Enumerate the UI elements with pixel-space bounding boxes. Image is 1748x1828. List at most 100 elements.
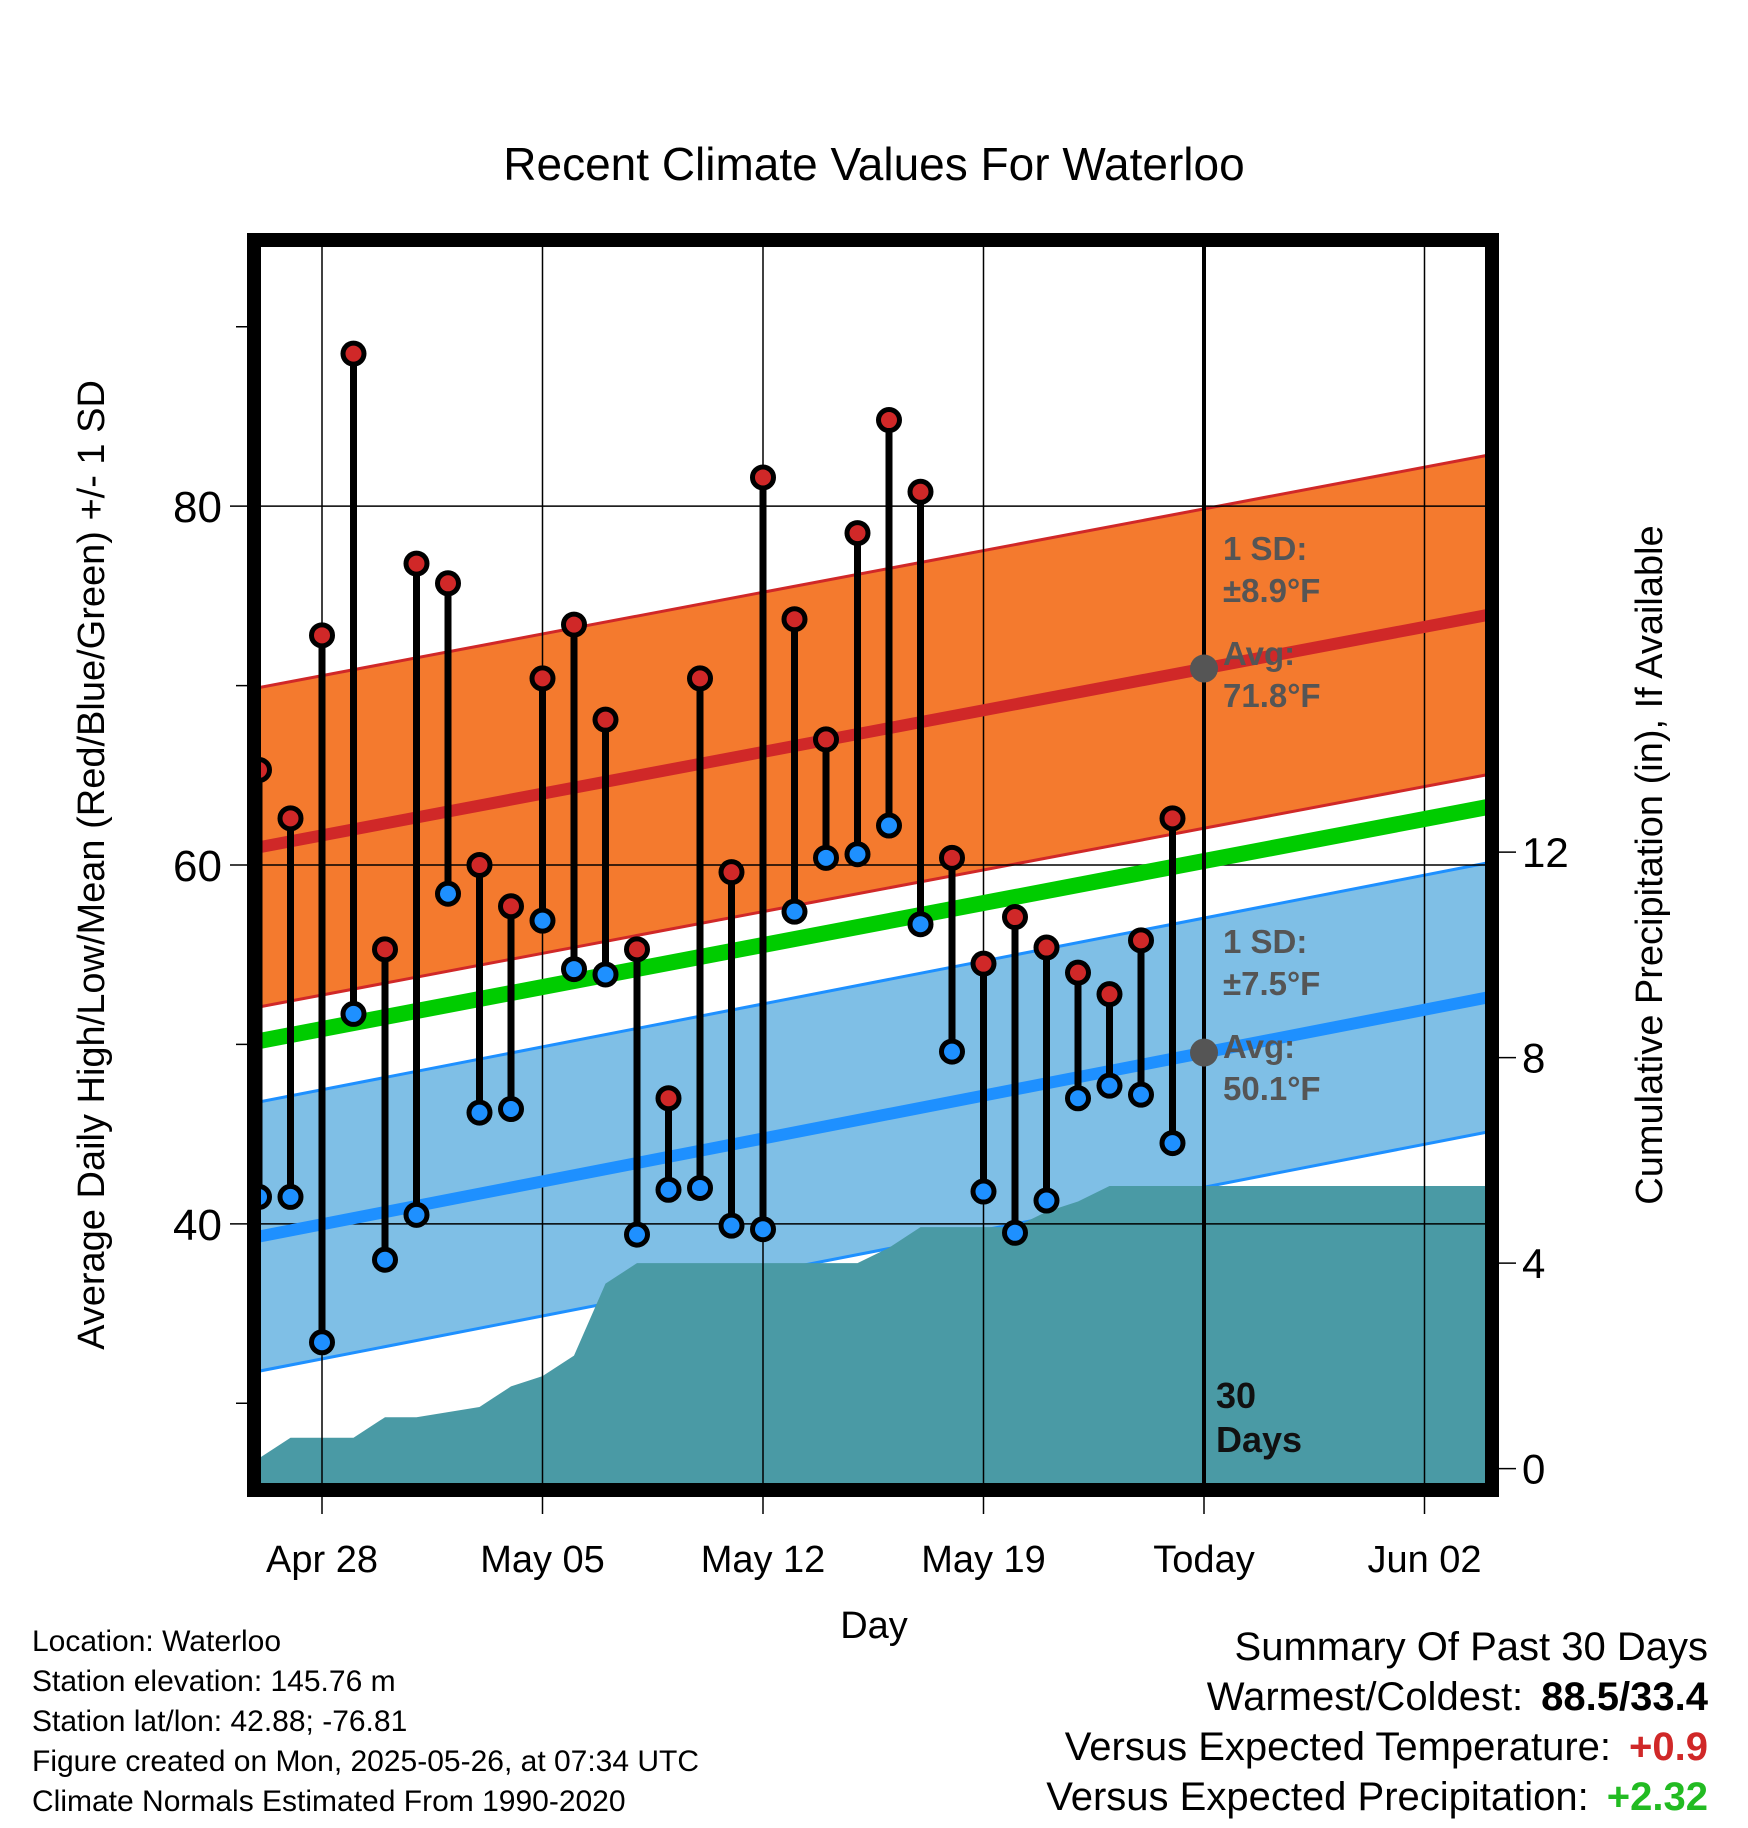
daily-low-point	[844, 841, 871, 868]
x-tick-label: May 19	[921, 1539, 1046, 1581]
high-sd-label: 1 SD:	[1223, 530, 1307, 567]
location-text: Location: Waterloo	[32, 1625, 282, 1658]
daily-high-point	[718, 859, 745, 886]
daily-low-point	[561, 956, 587, 983]
summary-heading: Summary Of Past 30 Days	[1234, 1625, 1708, 1669]
low-avg-label: Avg:	[1223, 1028, 1295, 1065]
x-tick-label: Jun 02	[1367, 1539, 1481, 1581]
today-low-avg-marker	[1190, 1038, 1218, 1067]
daily-high-point	[561, 611, 587, 638]
daily-low-point	[340, 1000, 367, 1027]
station-info: Location: Waterloo Station elevation: 14…	[32, 1622, 699, 1822]
daily-low-point	[655, 1176, 682, 1203]
right-tick-label: 0	[1522, 1446, 1545, 1493]
created-text: Figure created on Mon, 2025-05-26, at 07…	[32, 1745, 700, 1778]
daily-high-point	[1128, 927, 1154, 954]
daily-low-point	[1159, 1130, 1186, 1157]
daily-low-point	[435, 880, 461, 907]
x-tick-label: May 12	[701, 1539, 826, 1581]
normals-text: Climate Normals Estimated From 1990-2020	[32, 1785, 626, 1818]
daily-high-point	[876, 407, 902, 434]
daily-high-point	[498, 893, 524, 920]
elevation-text: Station elevation: 145.76 m	[32, 1665, 396, 1698]
daily-high-point	[277, 805, 304, 832]
precip-label: Versus Expected Precipitation:	[1046, 1775, 1589, 1819]
daily-high-point	[372, 936, 398, 963]
left-tick-label: 40	[173, 1201, 222, 1250]
right-tick-label: 4	[1522, 1240, 1545, 1287]
daily-low-point	[592, 961, 619, 988]
days-count-label: 30	[1216, 1375, 1256, 1416]
left-tick-label: 80	[173, 483, 222, 532]
daily-low-point	[750, 1216, 776, 1243]
normal-high-line	[260, 609, 1486, 853]
normal-mean-line	[260, 799, 1486, 1049]
days-word-label: Days	[1216, 1419, 1302, 1460]
daily-low-point	[939, 1038, 965, 1065]
high-avg-label: Avg:	[1223, 635, 1295, 672]
today-high-avg-marker	[1190, 654, 1218, 683]
left-tick-label: 60	[173, 842, 222, 891]
high-band-upper-edge	[260, 454, 1486, 689]
daily-low-point	[718, 1212, 745, 1239]
daily-low-point	[466, 1099, 493, 1126]
daily-low-point	[1065, 1085, 1091, 1112]
daily-high-point	[1002, 904, 1028, 931]
daily-low-point	[781, 898, 808, 925]
plot-area	[260, 246, 1486, 1484]
daily-low-point	[498, 1096, 524, 1123]
daily-low-point	[372, 1246, 398, 1273]
latlon-text: Station lat/lon: 42.88; -76.81	[32, 1705, 408, 1738]
daily-high-point	[403, 550, 430, 577]
low-sd-label: 1 SD:	[1223, 923, 1307, 960]
temp-value: +0.9	[1629, 1725, 1708, 1769]
daily-low-point	[403, 1201, 430, 1228]
daily-high-point	[781, 606, 808, 633]
daily-low-point	[907, 911, 934, 938]
daily-high-point	[813, 726, 839, 753]
daily-high-point	[340, 340, 367, 367]
daily-low-point	[277, 1183, 304, 1210]
high-band-lower-edge	[260, 773, 1486, 1009]
right-axis-label: Cumulative Precipitation (in), If Availa…	[1629, 525, 1671, 1204]
left-axis-label: Average Daily High/Low/Mean (Red/Blue/Gr…	[71, 380, 113, 1350]
daily-low-point	[876, 812, 902, 839]
high-avg-value: 71.8°F	[1223, 677, 1321, 714]
precipitation-row: Versus Expected Precipitation: +2.32	[1046, 1772, 1708, 1822]
daily-low-point	[1033, 1187, 1060, 1214]
low-band-upper-edge	[260, 861, 1486, 1104]
daily-low-point	[260, 1183, 272, 1210]
temperature-row: Versus Expected Temperature: +0.9	[1046, 1722, 1708, 1772]
daily-low-point	[529, 907, 556, 934]
daily-low-point	[687, 1174, 713, 1201]
low-sd-value: ±7.5°F	[1223, 965, 1320, 1002]
warmest-label: Warmest/Coldest:	[1206, 1675, 1524, 1719]
right-tick-label: 8	[1522, 1035, 1545, 1082]
right-tick-label: 12	[1522, 829, 1569, 876]
daily-high-point	[1096, 981, 1123, 1008]
daily-low-point	[813, 844, 839, 871]
daily-high-point	[466, 852, 493, 878]
daily-high-point	[844, 520, 871, 547]
daily-high-point	[309, 622, 335, 649]
daily-high-point	[970, 950, 997, 977]
x-tick-label: Today	[1153, 1539, 1254, 1581]
low-avg-value: 50.1°F	[1223, 1070, 1321, 1107]
warmest-value: 88.5/33.4	[1541, 1675, 1708, 1719]
daily-high-point	[655, 1085, 682, 1112]
daily-high-point	[529, 665, 556, 692]
x-tick-label: May 05	[480, 1539, 605, 1581]
daily-low-point	[970, 1178, 997, 1205]
daily-low-point	[309, 1329, 335, 1356]
summary-panel: Summary Of Past 30 Days Warmest/Coldest:…	[1046, 1622, 1708, 1822]
precip-value: +2.32	[1606, 1775, 1708, 1819]
daily-low-point	[1128, 1081, 1154, 1108]
daily-high-point	[260, 756, 272, 783]
warmest-coldest-row: Warmest/Coldest: 88.5/33.4	[1046, 1672, 1708, 1722]
daily-low-point	[624, 1221, 650, 1248]
daily-high-point	[592, 706, 619, 733]
daily-low-point	[1002, 1219, 1028, 1246]
daily-high-point	[1159, 805, 1186, 832]
daily-low-point	[1096, 1072, 1123, 1099]
